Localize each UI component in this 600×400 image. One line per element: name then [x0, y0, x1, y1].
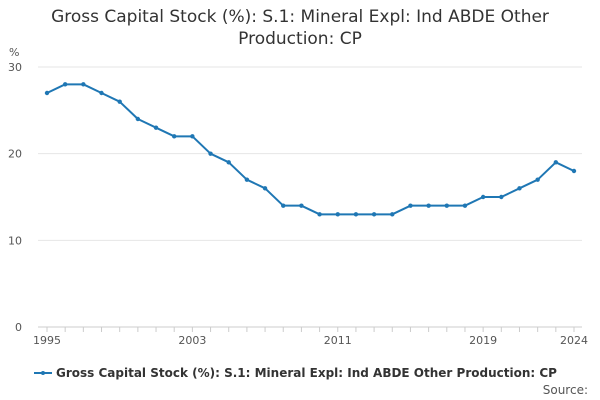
data-point: [135, 116, 141, 122]
chart-title-line-1: Gross Capital Stock (%): S.1: Mineral Ex…: [51, 7, 549, 27]
data-point: [390, 212, 395, 217]
series-line: [46, 83, 575, 216]
data-point: [317, 212, 322, 217]
y-tick-label: 0: [15, 321, 22, 334]
data-point: [153, 125, 159, 130]
data-point: [535, 177, 540, 182]
data-point: [408, 203, 413, 208]
data-point: [480, 194, 486, 200]
data-point: [62, 82, 68, 87]
data-point: [517, 186, 522, 191]
data-point: [444, 203, 449, 208]
data-point: [117, 99, 122, 104]
data-point: [371, 212, 377, 217]
legend-label: Gross Capital Stock (%): S.1: Mineral Ex…: [56, 366, 557, 380]
data-point: [262, 186, 268, 191]
legend[interactable]: Gross Capital Stock (%): S.1: Mineral Ex…: [34, 366, 557, 380]
legend-swatch: [34, 368, 52, 378]
data-point: [281, 203, 286, 208]
x-tick-label: 2019: [469, 334, 497, 347]
data-point: [44, 90, 50, 96]
source-label: Source:: [542, 383, 588, 397]
data-point: [299, 203, 304, 208]
data-point: [244, 177, 250, 182]
data-point: [553, 160, 559, 165]
y-tick-label: 20: [8, 148, 22, 161]
chart-title: Gross Capital Stock (%): S.1: Mineral Ex…: [0, 6, 600, 50]
chart-title-line-2: Production: CP: [238, 29, 362, 49]
x-tick-label: 2024: [560, 334, 588, 347]
data-point: [99, 90, 104, 96]
data-point: [499, 194, 504, 200]
data-point: [335, 212, 340, 217]
y-tick-label: 10: [8, 234, 22, 247]
data-point: [462, 203, 468, 208]
y-tick-label: 30: [8, 61, 22, 74]
data-point: [81, 82, 86, 87]
data-point: [353, 212, 359, 217]
data-point: [571, 168, 577, 174]
x-tick-label: 2011: [324, 334, 352, 347]
data-point: [226, 160, 231, 165]
x-tick-label: 2003: [178, 334, 206, 347]
data-point: [426, 203, 431, 208]
y-axis-unit-label: %: [9, 46, 19, 59]
x-tick-label: 1995: [33, 334, 61, 347]
data-point: [208, 151, 213, 156]
data-point: [190, 134, 195, 139]
data-point: [172, 134, 177, 139]
